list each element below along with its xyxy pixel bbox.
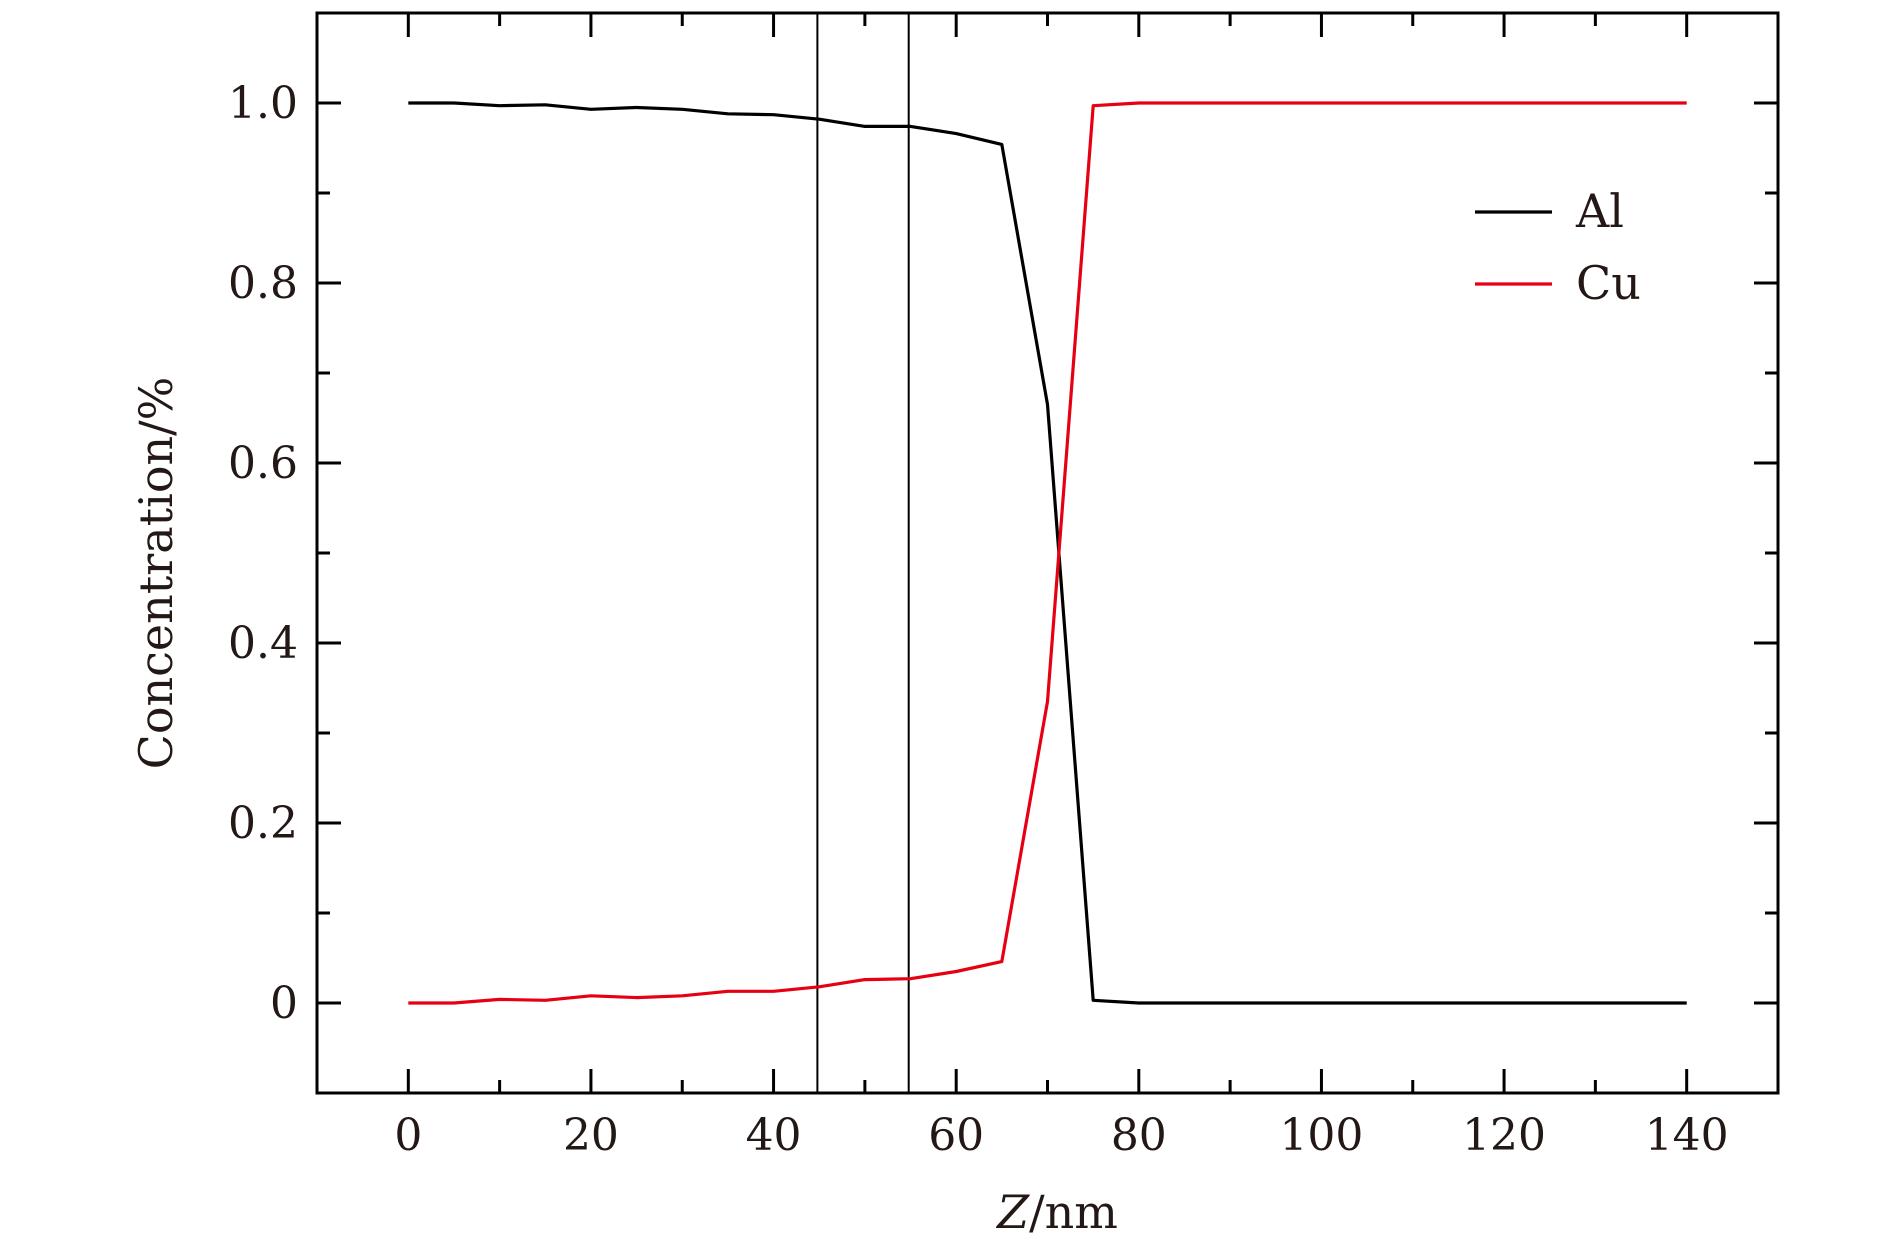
y-tick-label: 1.0 — [228, 78, 298, 129]
x-tick-label: 100 — [1279, 1110, 1363, 1161]
x-tick-label: 0 — [394, 1110, 422, 1161]
legend: Al Cu — [1475, 184, 1641, 310]
x-tick-label: 80 — [1111, 1110, 1167, 1161]
legend-label-cu: Cu — [1576, 256, 1641, 310]
y-tick-label: 0.4 — [228, 618, 298, 669]
x-axis-variable: Z — [995, 1185, 1030, 1239]
y-tick-label: 0 — [270, 978, 298, 1029]
axis-ticks — [315, 11, 1780, 1095]
x-tick-label: 120 — [1462, 1110, 1546, 1161]
plot-frame — [315, 11, 1780, 1095]
vertical-marker-lines — [816, 13, 910, 1093]
x-axis-title: Z/nm — [995, 1185, 1118, 1239]
y-tick-label: 0.2 — [228, 798, 298, 849]
x-tick-label: 140 — [1645, 1110, 1729, 1161]
series-lines — [408, 101, 1687, 1005]
series-line-al — [408, 101, 1687, 1005]
y-tick-label: 0.6 — [228, 438, 298, 489]
y-tick-labels: 0 0.2 0.4 0.6 0.8 1.0 — [228, 78, 298, 1029]
series-line-cu — [408, 101, 1687, 1005]
x-axis-unit: /nm — [1029, 1185, 1118, 1239]
y-tick-label: 0.8 — [228, 258, 298, 309]
legend-label-al: Al — [1575, 184, 1624, 238]
y-axis-title: Concentration/% — [129, 377, 183, 770]
x-tick-labels: 0 20 40 60 80 100 120 140 — [394, 1110, 1728, 1161]
x-tick-label: 40 — [746, 1110, 802, 1161]
x-tick-label: 60 — [928, 1110, 984, 1161]
x-tick-label: 20 — [563, 1110, 619, 1161]
